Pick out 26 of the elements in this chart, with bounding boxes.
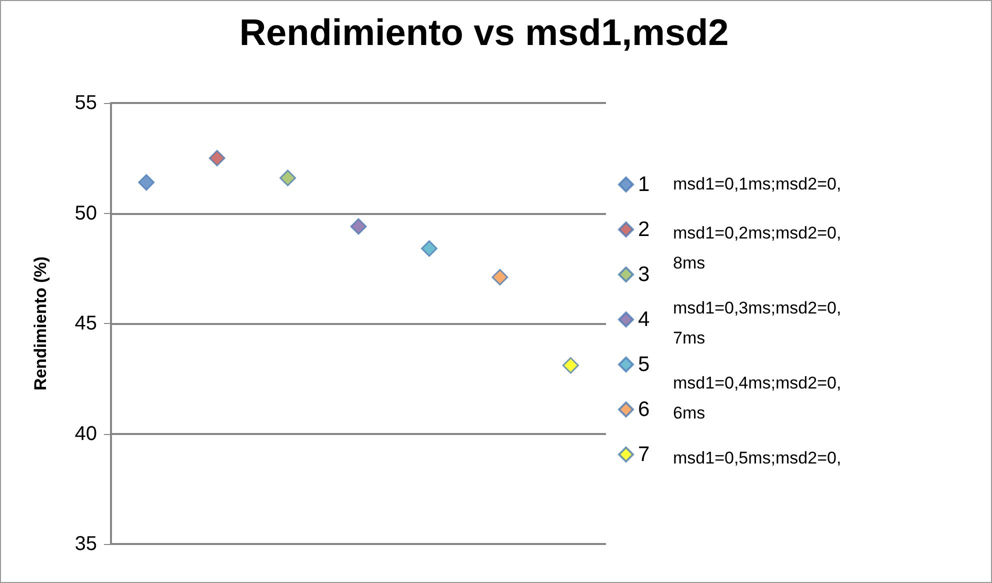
legend-label: 3 xyxy=(638,263,650,286)
text: msd1=0,3ms;msd2=0, 7ms xyxy=(673,298,846,348)
legend-label: 4 xyxy=(638,308,650,331)
point xyxy=(420,240,438,257)
point xyxy=(492,268,508,286)
legend-label: 2 xyxy=(638,218,650,241)
point xyxy=(350,218,367,235)
y-tick-label: 35 xyxy=(74,533,97,555)
y-axis-title: Rendimiento (%) xyxy=(31,256,50,391)
legend-label: 5 xyxy=(638,353,650,376)
y-tick-label: 55 xyxy=(74,92,97,114)
point xyxy=(138,174,155,191)
text: msd1=0,2ms;msd2=0, 8ms xyxy=(673,224,846,272)
point xyxy=(562,357,579,374)
chart-title: Rendimiento vs msd1,msd2 xyxy=(239,12,729,53)
legend-label: 6 xyxy=(638,398,650,421)
text: msd1=0,4ms;msd2=0, 6ms xyxy=(673,374,846,422)
point xyxy=(280,170,296,186)
text: msd1=0,5ms;msd2=0, xyxy=(673,448,842,468)
legend-label: 1 xyxy=(638,173,650,196)
point xyxy=(208,150,226,166)
text: msd1=0,1ms;msd2=0, xyxy=(673,174,842,194)
y-tick-label: 50 xyxy=(74,202,97,224)
y-tick-label: 45 xyxy=(74,312,97,334)
legend-label: 7 xyxy=(638,443,650,466)
y-tick-label: 40 xyxy=(74,422,97,445)
